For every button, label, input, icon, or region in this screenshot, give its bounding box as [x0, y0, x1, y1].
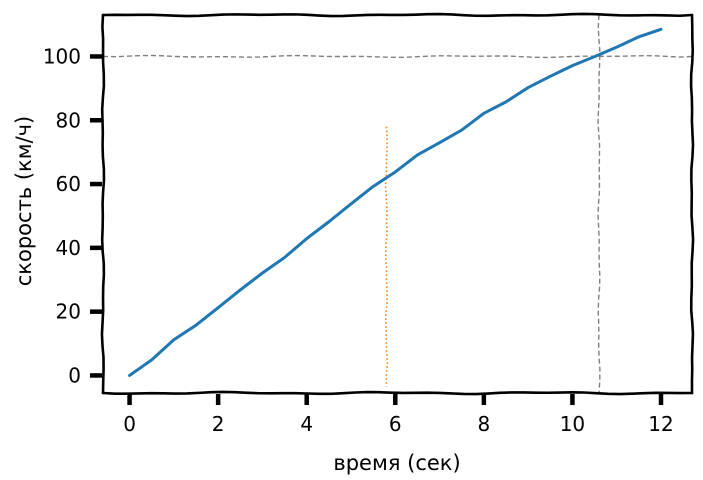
y-tick-label: 60	[56, 172, 81, 196]
axis-spine-left	[100, 13, 106, 395]
y-tick-label: 100	[43, 44, 81, 68]
x-tick-label: 0	[123, 412, 136, 436]
axis-spine-top	[101, 12, 694, 18]
y-tick-label: 80	[56, 108, 81, 132]
x-tick-label: 10	[560, 412, 585, 436]
reference-lines	[102, 14, 693, 394]
series-line-0	[128, 27, 663, 377]
y-tick-label: 0	[68, 363, 81, 387]
ticks: 0 2 4 6 8 10 12 0 20 40 60 80 100	[43, 44, 674, 436]
x-tick-label: 6	[389, 412, 402, 436]
x-tick-label: 12	[648, 412, 673, 436]
plot-frame	[100, 12, 695, 396]
y-axis-label: скорость (км/ч)	[12, 116, 36, 286]
x-tick-label: 8	[477, 412, 490, 436]
y-tick-label: 40	[56, 236, 81, 260]
x-axis-label: время (сек)	[333, 451, 460, 475]
reference-line-vertical-1	[597, 14, 601, 394]
reference-line-horizontal-0	[102, 54, 693, 59]
series-layer	[128, 27, 663, 377]
reference-line-vertical-2	[384, 126, 389, 387]
x-tick-label: 2	[212, 412, 225, 436]
y-tick-label: 20	[56, 300, 81, 324]
axis-spine-bottom	[101, 390, 694, 396]
axis-spine-right	[689, 13, 695, 395]
x-tick-label: 4	[300, 412, 313, 436]
